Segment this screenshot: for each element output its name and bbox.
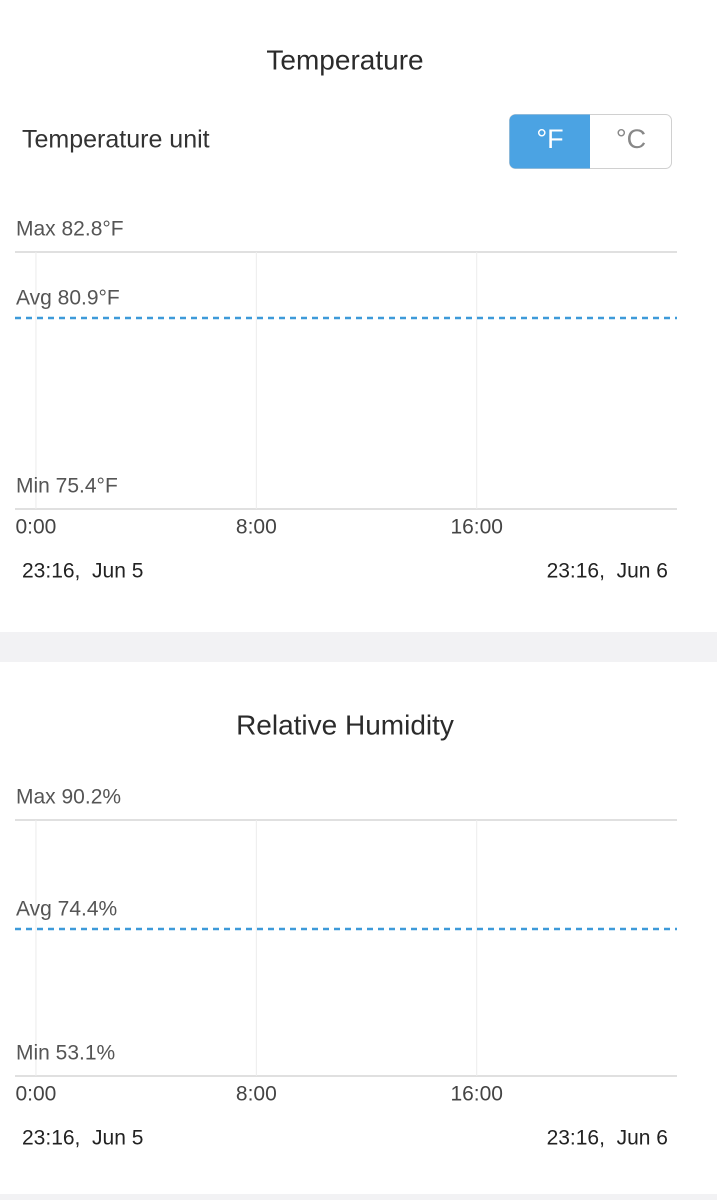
end-label: 23:16, Jun 6 xyxy=(547,1127,668,1150)
tick-group: 0:00 8:00 16:00 xyxy=(15,1083,503,1106)
min-label: Min 75.4°F xyxy=(16,475,118,498)
unit-setting-label: Temperature unit xyxy=(22,126,210,154)
avg-label: Avg 74.4% xyxy=(16,898,117,921)
x-tick-label: 0:00 xyxy=(15,1083,56,1106)
x-tick-label: 0:00 xyxy=(15,516,56,539)
x-tick-label: 8:00 xyxy=(236,516,277,539)
max-label: Max 82.8°F xyxy=(16,218,124,241)
toggle-selected xyxy=(509,114,590,169)
toggle-option[interactable]: °C xyxy=(616,124,646,154)
x-tick-label: 8:00 xyxy=(236,1083,277,1106)
chart-title: Temperature xyxy=(266,44,423,75)
end-label: 23:16, Jun 6 xyxy=(547,560,668,583)
start-label: 23:16, Jun 5 xyxy=(22,560,143,583)
min-label: Min 53.1% xyxy=(16,1042,115,1065)
x-tick-label: 16:00 xyxy=(450,516,503,539)
avg-label: Avg 80.9°F xyxy=(16,287,120,310)
chart-title: Relative Humidity xyxy=(236,709,454,740)
x-tick-label: 16:00 xyxy=(450,1083,503,1106)
start-label: 23:16, Jun 5 xyxy=(22,1127,143,1150)
separator xyxy=(0,1194,717,1200)
separator xyxy=(0,632,717,662)
toggle-option[interactable]: °F xyxy=(536,124,563,154)
max-label: Max 90.2% xyxy=(16,786,121,809)
tick-group: 0:00 8:00 16:00 xyxy=(15,516,503,539)
unit-toggle: °F °C xyxy=(509,114,672,169)
